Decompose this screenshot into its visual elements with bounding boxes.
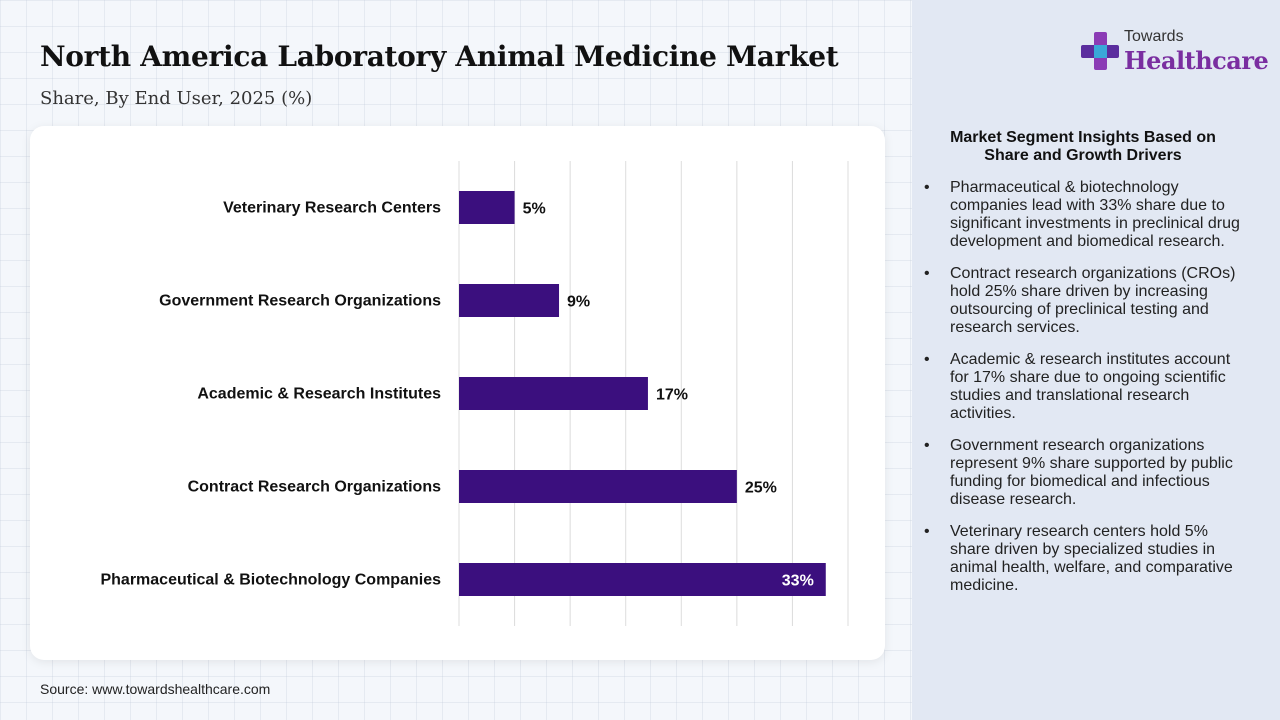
- insights-panel: [912, 0, 1280, 720]
- insight-item: • Veterinary research centers hold 5% sha…: [924, 523, 1233, 594]
- logo-text-bottom: Healthcare: [1124, 46, 1269, 75]
- bullet-icon: •: [924, 179, 930, 196]
- value-label: 17%: [656, 387, 688, 404]
- insight-item: • Academic & research institutes account …: [924, 351, 1231, 422]
- bar: [459, 470, 737, 503]
- bar: [459, 563, 826, 596]
- page-subtitle: Share, By End User, 2025 (%): [40, 88, 313, 109]
- bullet-icon: •: [924, 351, 930, 368]
- insight-item: • Contract research organizations (CROs) …: [924, 265, 1236, 336]
- bar-chart: Veterinary Research Centers 5% Government …: [100, 161, 849, 626]
- brand-logo: Towards Healthcare: [1080, 28, 1269, 78]
- bar: [459, 284, 560, 317]
- insight-item: • Government research organizations repre…: [924, 437, 1233, 508]
- value-label: 5%: [523, 201, 546, 218]
- category-label: Contract Research Organizations: [188, 479, 442, 496]
- category-label: Academic & Research Institutes: [197, 386, 441, 403]
- bullet-icon: •: [924, 437, 930, 454]
- insight-item: • Pharmaceutical & biotechnology companie…: [924, 179, 1240, 250]
- logo-text-top: Towards: [1124, 28, 1184, 45]
- bar: [459, 377, 648, 410]
- main-area: North America Laboratory Animal Medicine…: [30, 40, 885, 697]
- plus-cross-icon: [1081, 32, 1119, 70]
- category-label: Government Research Organizations: [159, 293, 441, 310]
- category-label: Pharmaceutical & Biotechnology Companies: [100, 572, 441, 589]
- chart-card: Veterinary Research Centers 5% Government …: [30, 126, 885, 660]
- insights-title: Market Segment Insights Based on Share a…: [950, 129, 1216, 164]
- category-label: Veterinary Research Centers: [223, 200, 441, 217]
- bar: [459, 191, 515, 224]
- value-label: 25%: [745, 480, 777, 497]
- page-title: North America Laboratory Animal Medicine…: [40, 40, 839, 73]
- source-note: Source: www.towardshealthcare.com: [40, 681, 271, 697]
- bullet-icon: •: [924, 265, 930, 282]
- value-label: 9%: [567, 294, 590, 311]
- insights-list: • Pharmaceutical & biotechnology companie…: [922, 179, 1250, 609]
- bullet-icon: •: [924, 523, 930, 540]
- value-label: 33%: [782, 573, 814, 590]
